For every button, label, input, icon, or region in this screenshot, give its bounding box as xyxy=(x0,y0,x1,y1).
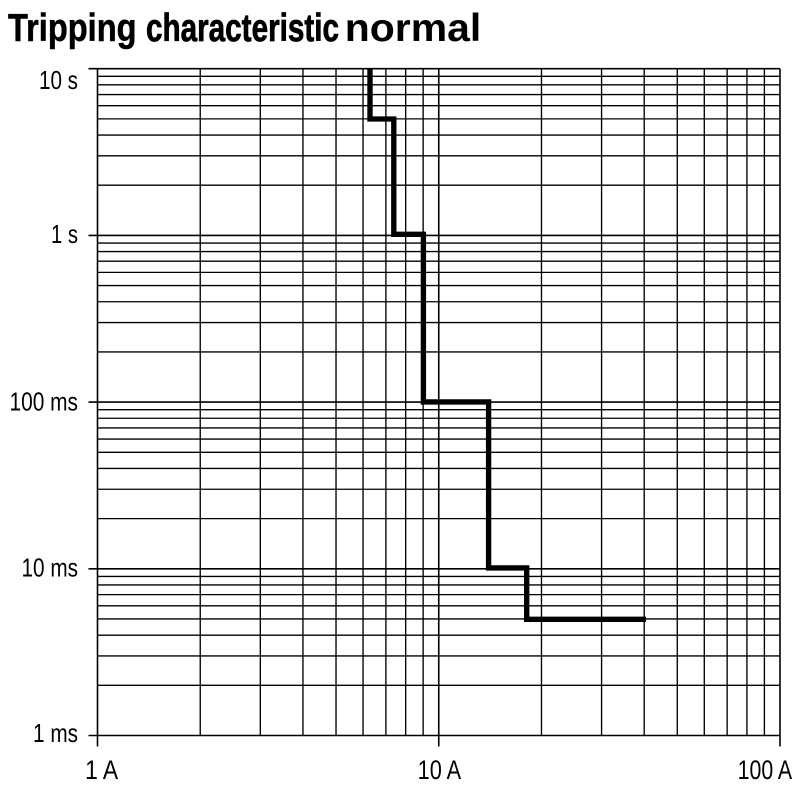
svg-text:100 A: 100 A xyxy=(738,755,793,785)
svg-text:10 s: 10 s xyxy=(39,65,78,95)
svg-text:1 s: 1 s xyxy=(51,219,78,249)
svg-text:1 A: 1 A xyxy=(85,755,118,785)
svg-text:100 ms: 100 ms xyxy=(10,386,79,416)
svg-text:1 ms: 1 ms xyxy=(33,718,78,748)
svg-text:Tripping: Tripping xyxy=(8,7,137,50)
svg-text:10 A: 10 A xyxy=(418,755,462,785)
svg-text:characteristic: characteristic xyxy=(146,7,339,50)
svg-text:10 ms: 10 ms xyxy=(22,552,79,582)
svg-text:normal: normal xyxy=(345,7,482,50)
